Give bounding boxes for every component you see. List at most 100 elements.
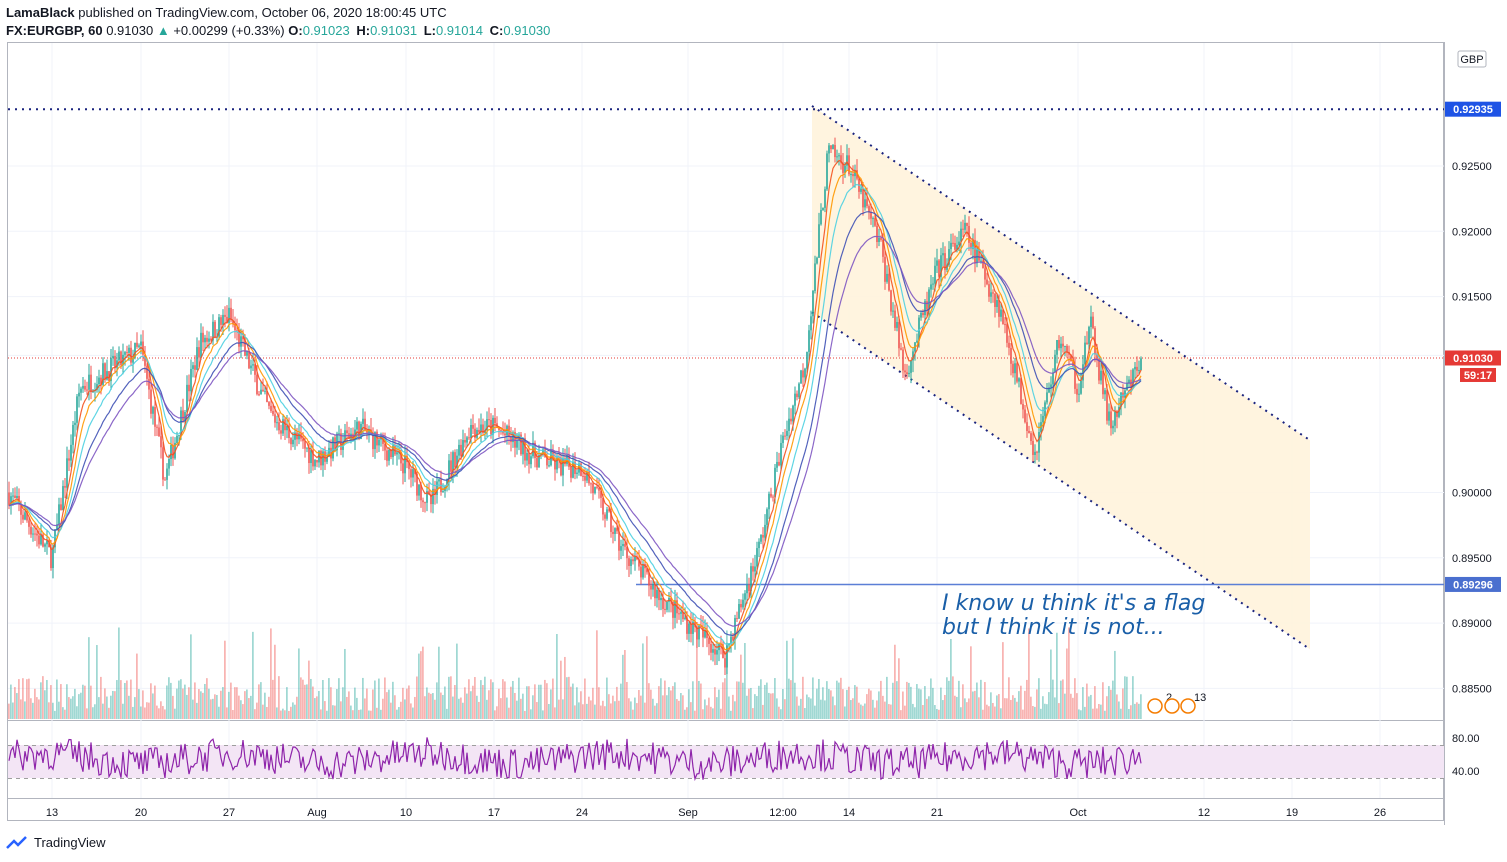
volume-bar — [622, 654, 624, 719]
support-price-badge — [1445, 576, 1501, 592]
flag-uk-icon[interactable] — [1164, 698, 1180, 714]
volume-bar — [488, 690, 490, 719]
volume-bar — [554, 707, 556, 719]
volume-bar — [188, 687, 190, 719]
volume-bar — [1114, 650, 1116, 719]
volume-bar — [450, 676, 452, 719]
volume-bar — [676, 699, 678, 719]
candle-body — [906, 372, 908, 375]
candle-body — [910, 360, 912, 373]
candle-body — [732, 636, 734, 641]
volume-bar — [486, 699, 488, 719]
volume-bar — [252, 631, 254, 719]
candle-body — [308, 447, 310, 464]
flag-uk-icon[interactable] — [1180, 698, 1196, 714]
candle-body — [1114, 411, 1116, 426]
ohlc-close-key: C: — [489, 23, 504, 38]
candle-body — [58, 504, 60, 525]
candle-body — [934, 265, 936, 284]
currency-badge[interactable] — [1457, 50, 1487, 68]
candle-body — [460, 444, 462, 456]
author-name[interactable]: LamaBlack — [6, 5, 75, 20]
volume-bar — [30, 698, 32, 719]
candle-body — [26, 512, 28, 521]
candle-body — [448, 460, 450, 480]
volume-bar — [404, 699, 406, 719]
ohlc-high-key: H: — [356, 23, 371, 38]
candle-body — [824, 189, 826, 208]
volume-bar — [762, 704, 764, 719]
volume-bar — [1110, 689, 1112, 719]
footer-brand[interactable]: TradingView — [6, 835, 106, 850]
volume-bar — [808, 697, 810, 719]
annotation-line-1[interactable]: I know u think it's a flag — [942, 591, 1205, 616]
candle-body — [860, 188, 862, 192]
candle-body — [494, 417, 496, 424]
candle-body — [1056, 340, 1058, 355]
candle-body — [550, 451, 552, 466]
volume-bar — [1048, 692, 1050, 719]
volume-bar — [138, 689, 140, 719]
volume-bar — [286, 687, 288, 719]
candle-body — [740, 604, 742, 608]
candle-body — [426, 491, 428, 503]
volume-bar — [388, 689, 390, 719]
candle-body — [1140, 358, 1142, 370]
rsi-axis[interactable]: 80.00 40.00 — [1452, 733, 1480, 778]
time-tick-label: 21 — [931, 807, 943, 819]
volume-bar — [94, 704, 96, 719]
candle-body — [1034, 451, 1036, 455]
current-price-badge — [1445, 350, 1501, 366]
candle-body — [984, 268, 986, 280]
volume-bar — [570, 686, 572, 719]
volume-bar — [1074, 678, 1076, 719]
volume-bar — [406, 688, 408, 719]
volume-bar — [1120, 708, 1122, 719]
volume-bar — [60, 684, 62, 719]
volume-bar — [940, 687, 942, 719]
channel-upper-line[interactable] — [811, 105, 1311, 442]
candle-body — [972, 239, 974, 249]
time-axis[interactable]: 13 20 27 Aug 10 17 24 Sep 12:00 14 21 Oct 12 19 26 — [46, 807, 1386, 819]
candle-body — [626, 546, 628, 559]
volume-bar — [942, 700, 944, 719]
volume-bar — [1108, 686, 1110, 719]
flag-uk-icon[interactable] — [1147, 698, 1163, 714]
candle-body — [792, 405, 794, 422]
volume-bar — [416, 676, 418, 719]
candle-body — [664, 608, 666, 610]
price-axis[interactable]: 0.925000.920000.915000.910500.900000.895… — [1452, 161, 1492, 695]
volume-bar — [378, 678, 380, 719]
volume-bar — [48, 702, 50, 719]
volume-bar — [26, 679, 28, 719]
candle-body — [268, 402, 270, 406]
countdown-label: 59:17 — [1464, 370, 1492, 382]
candle-body — [706, 629, 708, 639]
candle-body — [1006, 324, 1008, 343]
volume-bar — [578, 702, 580, 719]
candle-body — [54, 530, 56, 548]
candle-body — [1014, 363, 1016, 374]
volume-bar — [536, 702, 538, 719]
candle-body — [928, 289, 930, 310]
candle-body — [622, 543, 624, 547]
volume-bar — [1002, 642, 1004, 719]
volume-bar — [1116, 694, 1118, 719]
symbol-name[interactable]: FX:EURGBP, 60 — [6, 23, 103, 38]
candle-body — [808, 330, 810, 352]
candle-body — [844, 165, 846, 173]
annotation-line-2[interactable]: but I think it is not... — [942, 615, 1165, 640]
volume-bar — [986, 704, 988, 719]
candle-body — [356, 421, 358, 430]
price-tick-label: 0.89500 — [1452, 553, 1492, 565]
volume-bar — [968, 698, 970, 719]
volume-bar — [790, 680, 792, 719]
volume-bar — [632, 709, 634, 719]
candle-body — [132, 357, 134, 363]
candle-body — [560, 457, 562, 476]
candle-body — [192, 365, 194, 369]
ohlc-low-key: L: — [423, 23, 436, 38]
candle-body — [962, 228, 964, 230]
event-markers[interactable]: 2 13 — [1147, 692, 1206, 714]
